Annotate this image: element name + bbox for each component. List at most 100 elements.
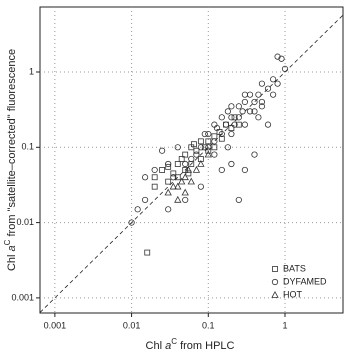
- circle-point: [241, 91, 249, 98]
- circle-point: [224, 144, 231, 151]
- circle-point: [274, 80, 281, 87]
- square-point: [211, 144, 218, 151]
- circle-point: [235, 103, 242, 110]
- circle-point: [141, 196, 149, 204]
- triangle-point: [204, 150, 212, 158]
- circle-point: [218, 166, 225, 174]
- circle-point: [205, 144, 212, 151]
- circle-point: [274, 53, 281, 60]
- square-point: [205, 138, 212, 145]
- x-axis-label: Chl aC from HPLC: [146, 337, 235, 352]
- y-label-superscript: C: [3, 239, 12, 245]
- square-point: [144, 249, 151, 256]
- circle-point: [165, 206, 172, 213]
- x-label-prefix: Chl: [146, 340, 163, 352]
- circle-point: [222, 121, 230, 128]
- circle-point: [151, 166, 158, 174]
- one-to-one-line: [39, 14, 344, 313]
- square-point: [165, 178, 172, 185]
- y-label-prefix: Chl: [6, 255, 18, 272]
- square-point: [228, 125, 235, 131]
- square-point: [170, 170, 177, 177]
- triangle-point: [271, 290, 279, 298]
- square-point: [231, 114, 238, 121]
- circle-point: [231, 121, 238, 128]
- square-point: [201, 144, 208, 151]
- circle-point: [251, 108, 258, 115]
- y-tick-label: 1: [29, 66, 34, 76]
- x-tick-label: 0.01: [123, 320, 141, 330]
- circle-point: [211, 151, 218, 158]
- triangle-point: [187, 177, 195, 185]
- circle-point: [228, 114, 235, 121]
- circle-point: [128, 219, 135, 226]
- triangle-point: [181, 173, 189, 181]
- circle-point: [270, 76, 277, 83]
- y-tick-label: 0.01: [16, 217, 34, 227]
- circle-point: [134, 206, 141, 213]
- circle-point: [170, 174, 177, 181]
- circle-point: [235, 114, 242, 121]
- triangle-point: [184, 165, 193, 173]
- square-point: [165, 163, 172, 170]
- square-point: [151, 174, 158, 181]
- x-tick-label: 0.001: [44, 320, 67, 330]
- circle-point: [188, 155, 195, 163]
- circle-point: [251, 151, 258, 158]
- triangle-point: [192, 165, 201, 173]
- circle-point: [165, 160, 172, 168]
- x-tick-label: 0.1: [202, 320, 215, 330]
- square-point: [272, 266, 278, 272]
- circle-point: [281, 65, 289, 72]
- square-point: [218, 135, 225, 142]
- triangle-point: [197, 159, 205, 167]
- legend-label: BATS: [283, 263, 306, 273]
- triangle-point: [181, 188, 189, 196]
- square-point: [185, 170, 192, 177]
- y-label-suffix: from "satellite–corrected" fluorescence: [6, 49, 18, 237]
- circle-point: [241, 98, 249, 106]
- circle-point: [228, 160, 235, 168]
- square-point: [191, 141, 197, 148]
- circle-point: [258, 80, 266, 87]
- circle-point: [182, 160, 189, 168]
- square-point: [178, 156, 185, 162]
- circle-point: [224, 108, 231, 115]
- y-tick-label: 0.1: [21, 142, 34, 152]
- x-tick-label: 1: [283, 320, 288, 330]
- triangle-point: [174, 195, 182, 203]
- circle-point: [228, 103, 235, 110]
- triangle-point: [169, 182, 177, 190]
- triangle-point: [178, 177, 186, 185]
- circle-point: [241, 121, 249, 128]
- plot-frame: [39, 6, 344, 314]
- square-point: [197, 138, 204, 145]
- circle-point: [258, 98, 266, 106]
- circle-point: [241, 166, 249, 174]
- circle-point: [255, 114, 262, 121]
- square-point: [182, 151, 189, 158]
- circle-point: [218, 130, 225, 138]
- circle-point: [197, 183, 204, 190]
- circle-point: [239, 108, 246, 115]
- circle-point: [246, 108, 254, 115]
- y-label-symbol: a: [6, 245, 18, 251]
- circle-point: [235, 196, 242, 204]
- circle-point: [193, 151, 200, 158]
- circle-point: [271, 278, 279, 286]
- circle-point: [211, 138, 218, 145]
- circle-point: [213, 124, 221, 132]
- circle-point: [218, 114, 225, 121]
- square-point: [174, 161, 181, 167]
- x-label-superscript: C: [171, 337, 177, 346]
- square-point: [174, 174, 181, 181]
- circle-point: [246, 91, 254, 98]
- circle-point: [251, 98, 258, 106]
- legend-label: DYFAMED: [283, 276, 327, 286]
- circle-point: [264, 85, 272, 92]
- square-point: [193, 147, 200, 154]
- circle-point: [197, 144, 204, 151]
- circle-point: [182, 196, 189, 204]
- y-tick-label: 0.001: [11, 292, 34, 302]
